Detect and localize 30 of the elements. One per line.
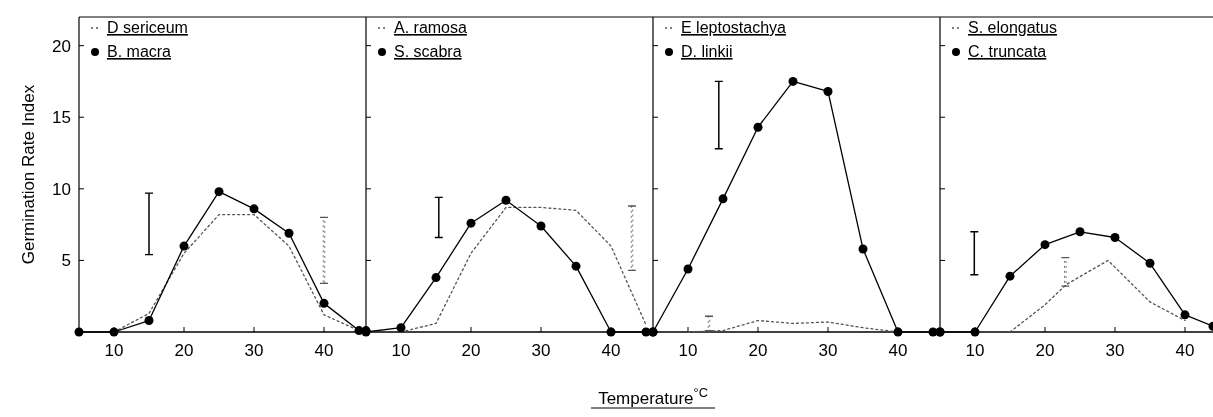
y-tick-label: 5 bbox=[61, 251, 71, 271]
x-tick-label: 30 bbox=[818, 341, 838, 360]
x-tick-label: 40 bbox=[601, 341, 621, 360]
y-tick-label: 20 bbox=[52, 36, 71, 56]
y-tick-label: 10 bbox=[52, 179, 71, 199]
x-tick-label: 40 bbox=[1175, 341, 1195, 360]
x-tick-label: 10 bbox=[104, 341, 124, 360]
x-tick-label: 20 bbox=[1035, 341, 1055, 360]
x-tick-label: 40 bbox=[314, 341, 334, 360]
legend-label: S. elongatus bbox=[968, 19, 1057, 36]
x-tick-label: 10 bbox=[391, 341, 411, 360]
legend-label: C. truncata bbox=[968, 43, 1047, 60]
legend-label: B. macra bbox=[107, 43, 172, 60]
legend-label: E leptostachya bbox=[681, 19, 787, 36]
y-tick-label: 15 bbox=[52, 108, 71, 128]
x-tick-label: 20 bbox=[461, 341, 481, 360]
y-axis-title: Germination Rate Index bbox=[19, 84, 38, 265]
x-axis-title: Temperature$^{°C}$ bbox=[598, 384, 708, 408]
legend-label: D sericeum bbox=[107, 19, 188, 36]
legend-label: D. linkii bbox=[681, 43, 733, 60]
x-tick-label: 30 bbox=[531, 341, 551, 360]
legend-label: A. ramosa bbox=[394, 19, 468, 36]
x-tick-label: 30 bbox=[244, 341, 264, 360]
x-tick-label: 10 bbox=[678, 341, 698, 360]
x-tick-label: 40 bbox=[888, 341, 908, 360]
x-tick-label: 20 bbox=[174, 341, 194, 360]
x-tick-label: 10 bbox=[965, 341, 985, 360]
x-tick-label: 30 bbox=[1105, 341, 1125, 360]
x-tick-label: 20 bbox=[748, 341, 768, 360]
legend-label: S. scabra bbox=[394, 43, 462, 60]
